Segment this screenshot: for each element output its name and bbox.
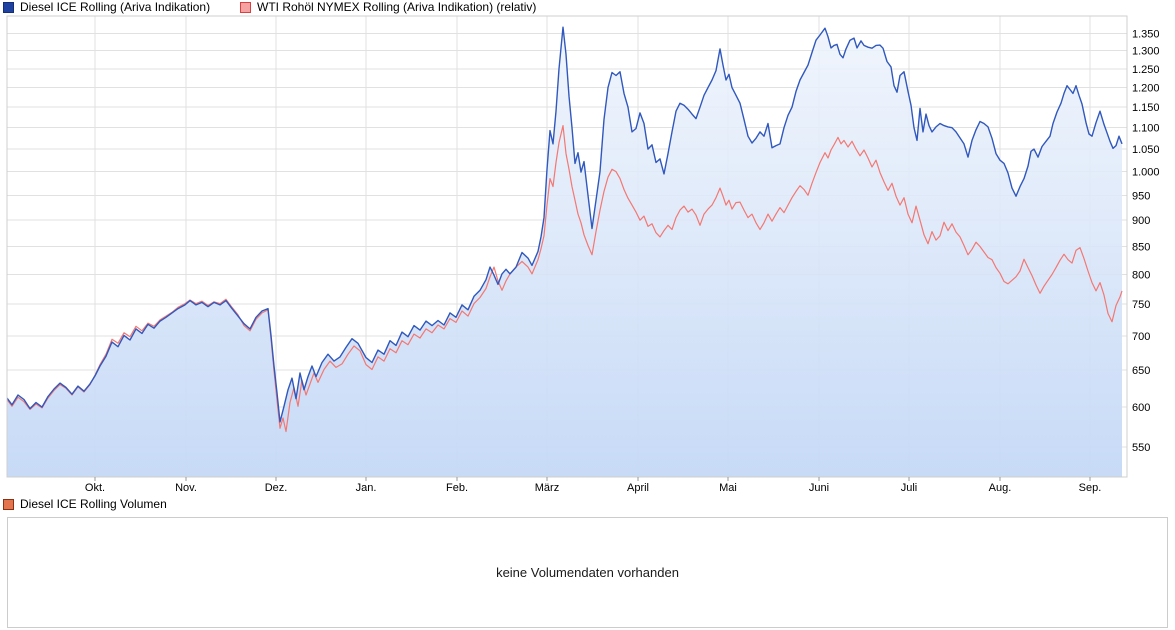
y-axis-label: 1.300 [1132,46,1160,58]
volume-legend-label: Diesel ICE Rolling Volumen [20,497,167,511]
volume-legend-swatch-icon [3,499,14,510]
x-axis-label: Juli [901,482,918,494]
wti-legend-swatch-icon [240,2,251,13]
x-axis-label: April [627,482,649,494]
diesel-line [6,26,1123,423]
y-axis-label: 900 [1132,215,1150,227]
x-axis-label: Aug. [989,482,1012,494]
price-chart-plot-area[interactable]: Okt. Nov. Dez. Jan. Feb. März April Mai Juni Juli… [0,0,1175,500]
x-axis-label: März [535,482,559,494]
diesel-area-fill [7,27,1122,477]
y-axis-label: 1.150 [1132,102,1160,114]
legend-item-diesel: Diesel ICE Rolling (Ariva Indikation) [3,1,210,14]
y-axis-label: 600 [1132,402,1150,414]
x-axis-label: Dez. [265,482,288,494]
x-axis-label: Jan. [356,482,377,494]
y-axis-label: 700 [1132,331,1150,343]
legend-item-volume: Diesel ICE Rolling Volumen [3,498,167,511]
x-axis-label: Nov. [175,482,197,494]
y-axis-label: 850 [1132,242,1150,254]
x-axis-label: Okt. [85,482,105,494]
x-axis-label: Sep. [1079,482,1102,494]
x-axis-label: Juni [809,482,829,494]
y-axis-label: 1.000 [1132,167,1160,179]
y-axis-label: 1.250 [1132,64,1160,76]
y-axis-label: 550 [1132,442,1150,454]
no-volume-data-message: keine Volumendaten vorhanden [496,565,679,580]
diesel-legend-swatch-icon [3,2,14,13]
y-axis-label: 750 [1132,299,1150,311]
plot-border [6,15,1128,478]
y-axis-label: 1.200 [1132,83,1160,95]
x-axis-label: Feb. [446,482,468,494]
y-axis-label: 1.350 [1132,28,1160,40]
x-axis-label: Mai [719,482,737,494]
diesel-legend-label: Diesel ICE Rolling (Ariva Indikation) [20,0,211,14]
legend-item-wti: WTI Rohöl NYMEX Rolling (Ariva Indikatio… [240,1,536,14]
y-axis-label: 650 [1132,365,1150,377]
y-axis-label: 1.050 [1132,144,1160,156]
y-axis-label: 950 [1132,190,1150,202]
y-axis-label: 800 [1132,270,1150,282]
wti-line [6,124,1123,433]
volume-panel: keine Volumendaten vorhanden [7,517,1168,628]
wti-legend-label: WTI Rohöl NYMEX Rolling (Ariva Indikatio… [257,0,537,14]
y-axis-label: 1.100 [1132,123,1160,135]
